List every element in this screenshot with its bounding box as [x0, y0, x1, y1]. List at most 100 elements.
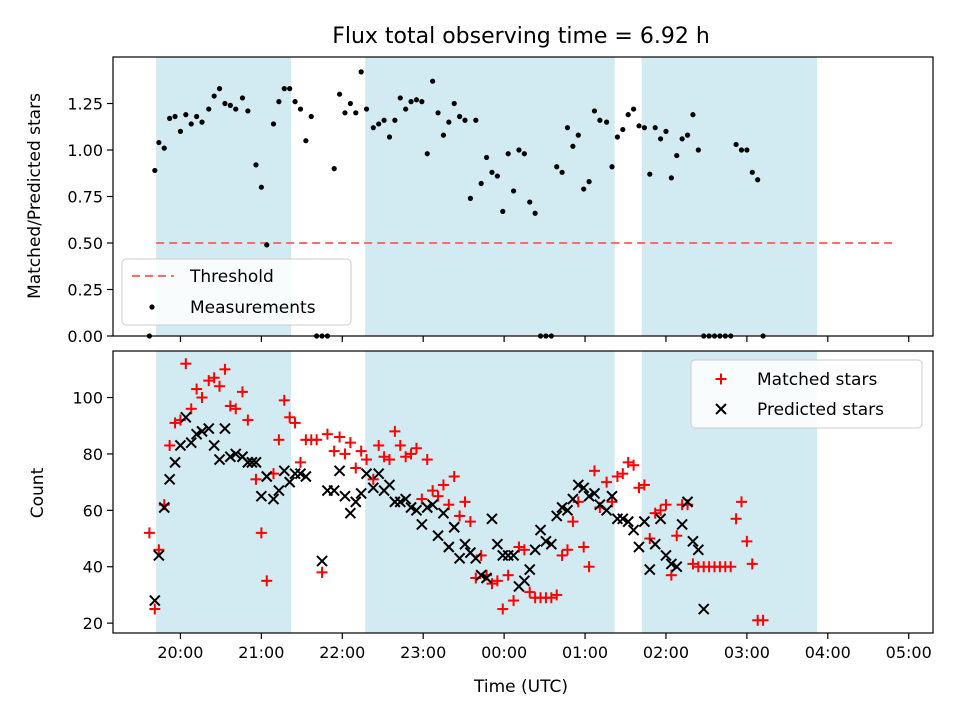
observing-interval-band — [365, 57, 615, 336]
x-b — [654, 513, 667, 525]
matched-star-point — [508, 595, 520, 607]
measurement-point — [211, 93, 217, 99]
predicted-star-point — [219, 422, 231, 435]
matched-star-point — [757, 614, 769, 626]
matched-star-point — [497, 603, 509, 615]
y-tick-label: 0.50 — [67, 234, 103, 253]
measurement-point — [451, 100, 457, 107]
x-b — [453, 552, 466, 564]
predicted-star-point — [681, 496, 694, 508]
predicted-star-point — [203, 422, 215, 435]
x-b — [660, 549, 672, 562]
matched-star-point — [502, 569, 514, 581]
predicted-star-point — [567, 493, 579, 505]
predicted-star-point — [180, 411, 192, 423]
measurement-point — [733, 141, 739, 148]
predicted-star-point — [649, 538, 661, 550]
matched-star-point — [454, 510, 466, 522]
measurement-point — [636, 123, 642, 129]
measurement-point — [258, 184, 264, 190]
matched-star-point — [443, 499, 455, 511]
measurement-point — [625, 112, 631, 118]
measurement-point — [559, 169, 565, 175]
x-b — [606, 490, 618, 502]
x-b — [529, 544, 541, 556]
x-b — [443, 541, 455, 553]
measurement-point — [376, 121, 382, 127]
x-b — [153, 549, 165, 562]
matched-star-point — [328, 445, 340, 457]
x-tick-label: 00:00 — [481, 643, 527, 662]
measurement-point — [674, 152, 680, 159]
matched-star-point — [578, 541, 590, 553]
matched-star-point — [185, 403, 197, 415]
predicted-star-point — [196, 425, 208, 438]
measurement-point — [505, 151, 511, 157]
measurement-point — [177, 128, 184, 134]
y-axis-ticks-top: 0.00 0.25 0.50 0.75 1.00 1.25 — [67, 95, 113, 346]
x-b — [665, 558, 678, 570]
predicted-star-point — [405, 501, 417, 514]
predicted-star-point — [551, 510, 563, 522]
measurement-point — [570, 143, 576, 149]
measurement-point — [749, 169, 755, 175]
matched-star-point — [153, 544, 165, 556]
measurement-point — [397, 95, 403, 101]
predicted-star-point — [230, 448, 242, 460]
x-b — [230, 448, 242, 460]
x-b — [224, 451, 237, 463]
predicted-star-point — [355, 487, 367, 500]
matched-star-point — [355, 445, 367, 457]
x-b — [649, 538, 661, 550]
x-b — [470, 552, 482, 564]
x-b — [491, 538, 504, 550]
predicted-star-point — [540, 535, 552, 548]
matched-star-point — [350, 462, 362, 474]
x-b — [278, 465, 290, 477]
predicted-star-point — [267, 493, 280, 505]
predicted-star-point — [448, 521, 460, 533]
matched-star-point — [638, 479, 650, 491]
matched-star-point — [373, 439, 385, 451]
predicted-star-point — [224, 451, 237, 463]
x-b — [203, 422, 215, 435]
x-b — [410, 504, 423, 517]
measurement-point — [413, 97, 420, 103]
predicted-star-point — [437, 507, 450, 519]
measurement-point — [532, 210, 538, 216]
legend-matched-label: Matched stars — [757, 370, 877, 390]
matched-star-point — [196, 392, 208, 404]
x-b — [676, 518, 688, 531]
x-tick-label: 01:00 — [562, 643, 608, 662]
chart-title: Flux total observing time = 6.92 h — [332, 24, 710, 49]
measurement-point — [233, 106, 239, 112]
measurements-layer — [146, 69, 766, 339]
x-b — [486, 513, 498, 525]
predicted-star-point — [432, 530, 444, 542]
x-b — [149, 594, 161, 607]
predicted-star-point — [660, 549, 672, 562]
matched-star-point — [143, 527, 155, 539]
predicted-star-point — [273, 484, 285, 497]
matched-star-point — [242, 414, 254, 426]
matched-star-point — [361, 454, 373, 466]
x-b — [163, 473, 176, 486]
matched-star-point — [278, 394, 290, 406]
predicted-star-point — [676, 518, 688, 531]
x-b — [213, 453, 226, 466]
measurement-point — [199, 119, 205, 125]
predicted-star-point — [698, 603, 710, 615]
x-b — [267, 493, 280, 505]
predicted-star-point — [470, 552, 482, 564]
predicted-star-point — [372, 467, 385, 480]
matched-star-point — [164, 439, 176, 451]
predicted-star-point — [350, 496, 362, 508]
x-b — [480, 572, 493, 584]
predicted-star-point — [367, 482, 380, 494]
x-b — [459, 538, 471, 550]
predicted-star-point — [491, 538, 504, 550]
matched-star-point — [250, 473, 262, 485]
x-b — [617, 513, 629, 525]
x-b — [426, 498, 439, 511]
measurement-point — [489, 169, 495, 175]
